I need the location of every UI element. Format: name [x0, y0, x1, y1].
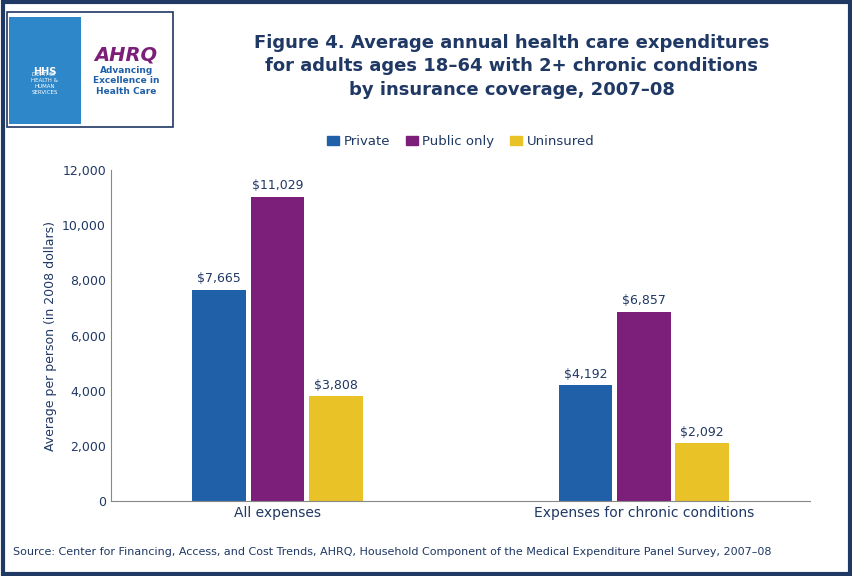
Bar: [558, 385, 612, 501]
Bar: [308, 396, 362, 501]
Text: Advancing
Excellence in
Health Care: Advancing Excellence in Health Care: [93, 66, 159, 96]
Bar: [250, 197, 304, 501]
Bar: [616, 312, 670, 501]
Text: $2,092: $2,092: [680, 426, 723, 439]
Text: HHS: HHS: [32, 67, 56, 77]
Legend: Private, Public only, Uninsured: Private, Public only, Uninsured: [321, 130, 599, 154]
Text: $4,192: $4,192: [563, 368, 607, 381]
Text: $7,665: $7,665: [197, 272, 241, 285]
Text: $3,808: $3,808: [314, 378, 357, 392]
Bar: [675, 444, 728, 501]
Text: AHRQ: AHRQ: [95, 46, 158, 64]
Text: DEPT. OF
HEALTH &
HUMAN
SERVICES: DEPT. OF HEALTH & HUMAN SERVICES: [31, 73, 58, 94]
Text: Figure 4. Average annual health care expenditures
for adults ages 18–64 with 2+ : Figure 4. Average annual health care exp…: [254, 33, 769, 99]
Text: Source: Center for Financing, Access, and Cost Trends, AHRQ, Household Component: Source: Center for Financing, Access, an…: [13, 547, 770, 557]
Text: $6,857: $6,857: [621, 294, 665, 308]
Text: $11,029: $11,029: [251, 179, 302, 192]
Bar: [192, 290, 245, 501]
Y-axis label: Average per person (in 2008 dollars): Average per person (in 2008 dollars): [43, 221, 56, 450]
